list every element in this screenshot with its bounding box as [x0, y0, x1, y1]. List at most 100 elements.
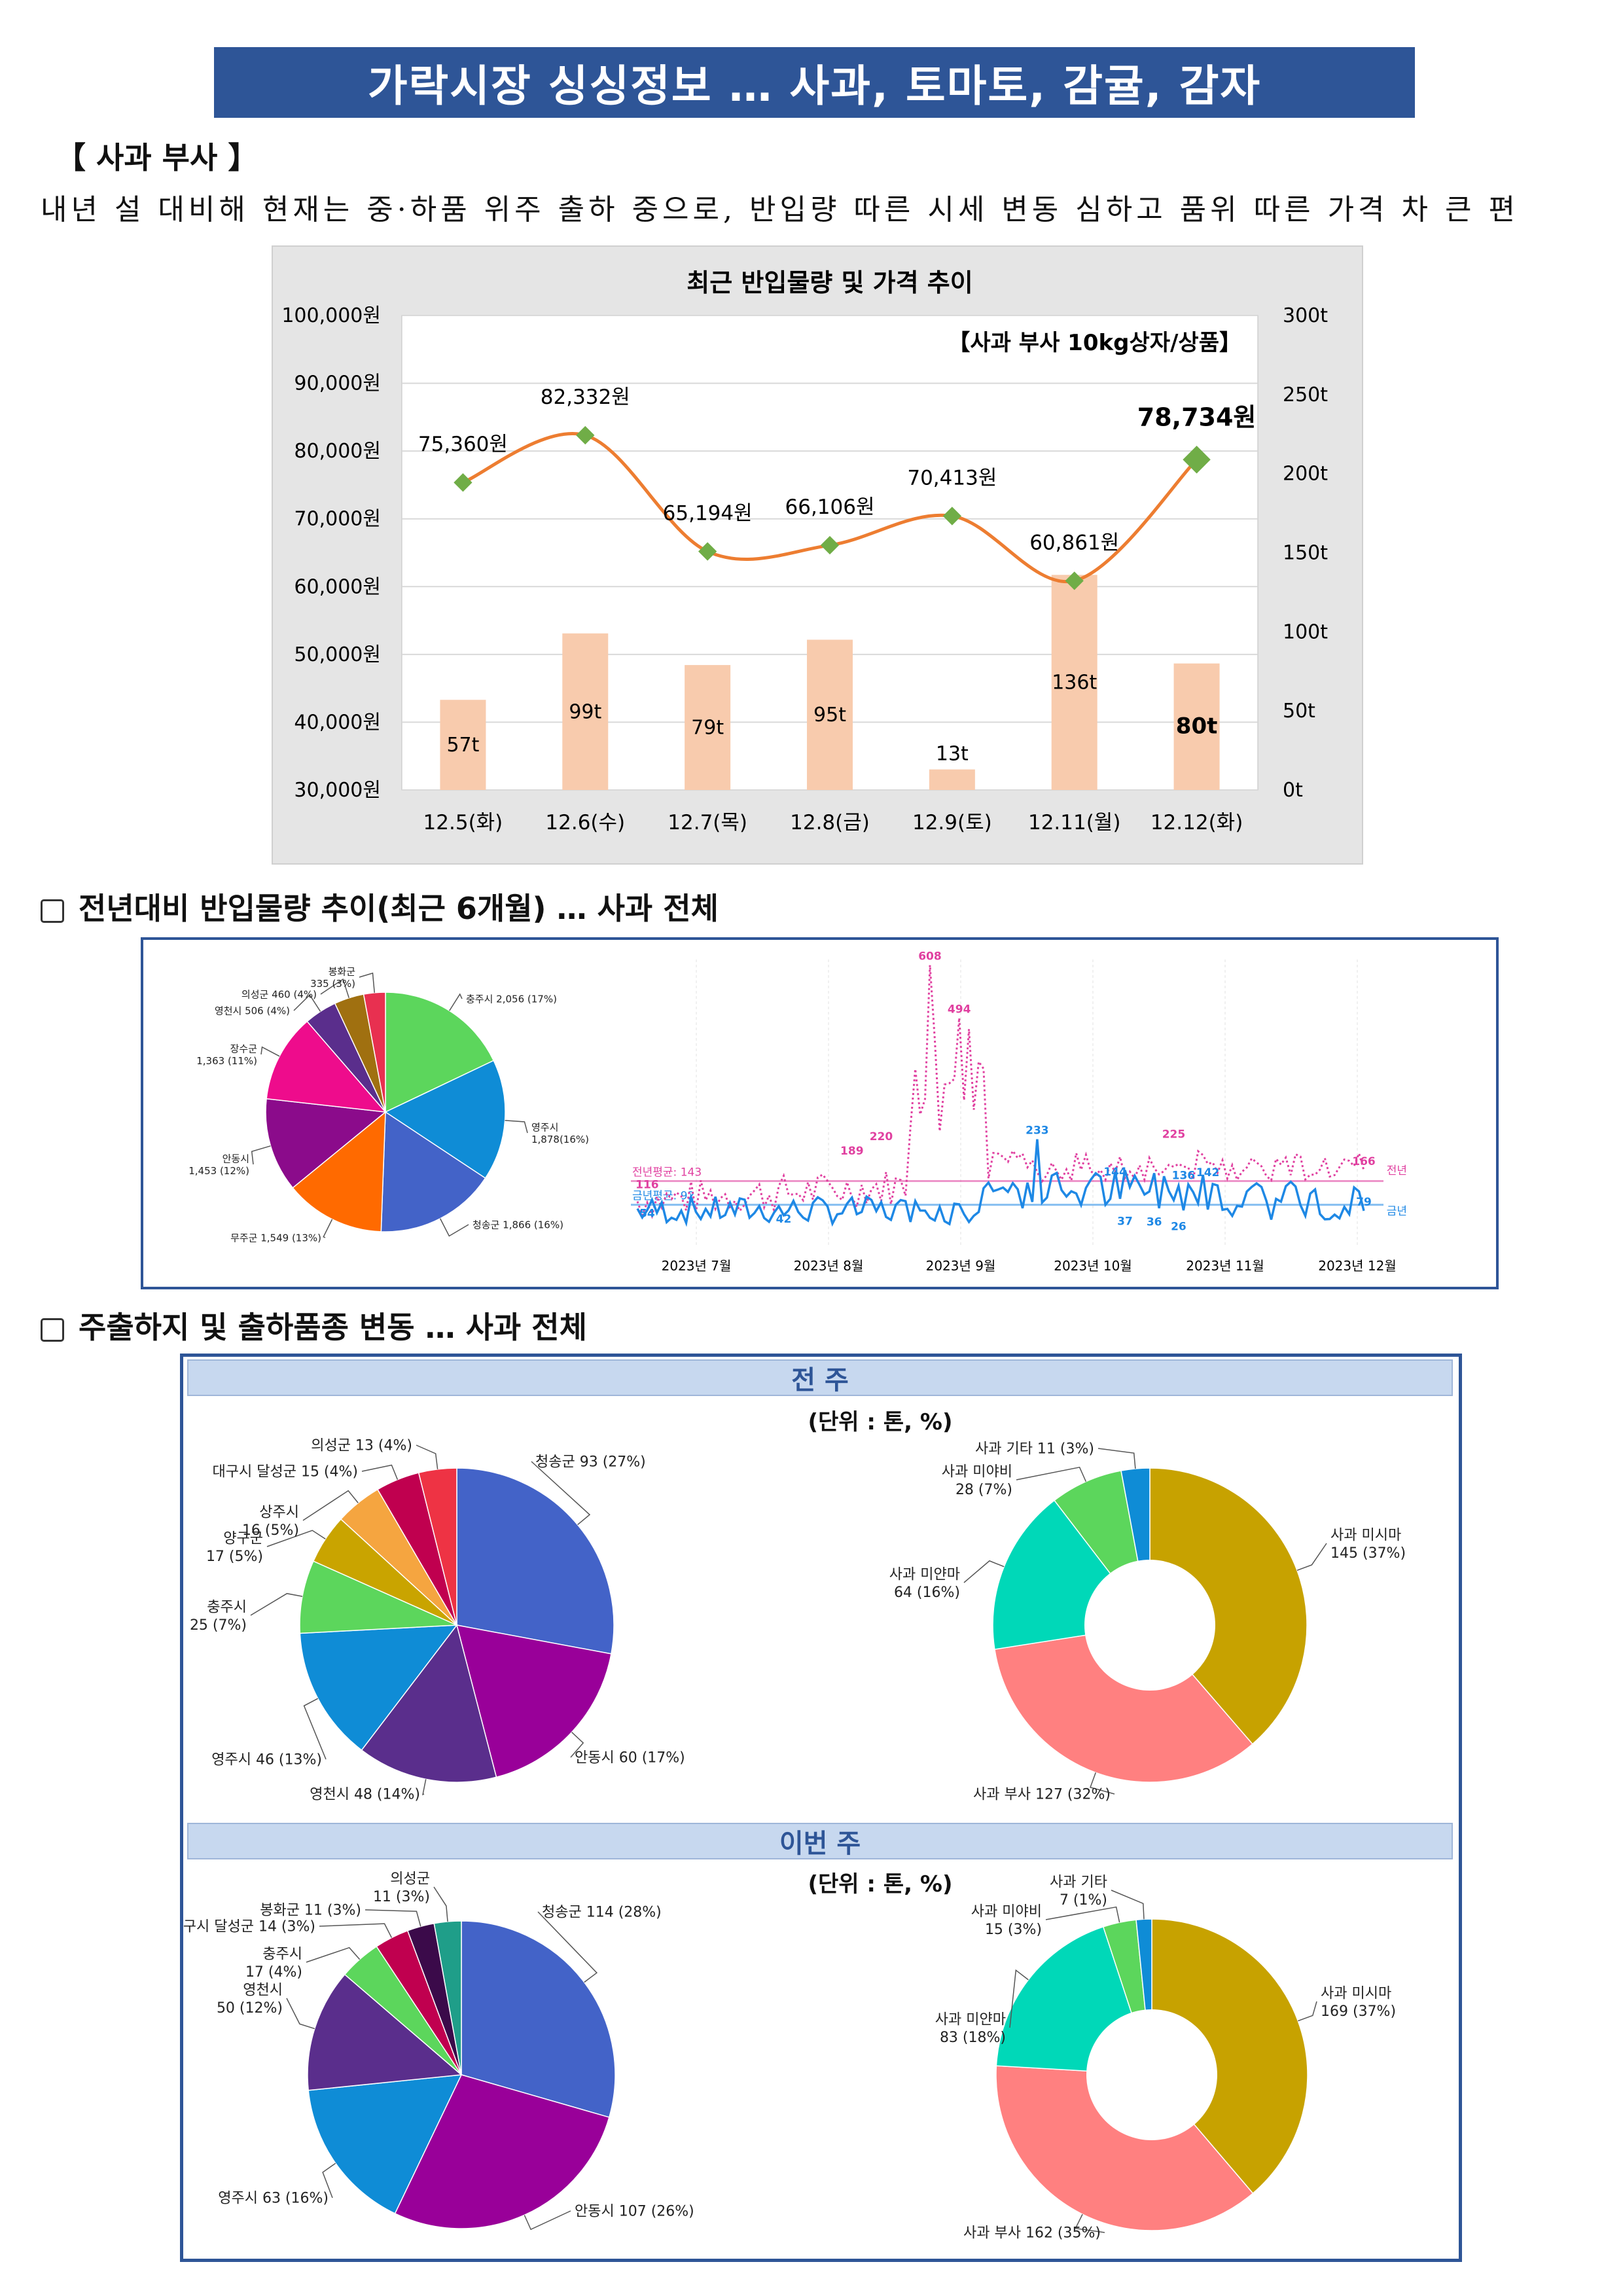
origin-prev-label: 충주시 25 (7%)	[190, 1600, 247, 1634]
series-name: 전년	[1387, 1164, 1407, 1177]
x-tick-label: 2023년 9월	[926, 1258, 996, 1274]
section3-heading: 주출하지 및 출하품종 변동 … 사과 전체	[41, 1304, 587, 1347]
y-left-tick: 30,000원	[294, 779, 381, 802]
origin-prev-leader	[302, 1490, 359, 1521]
y-left-tick: 90,000원	[294, 372, 381, 395]
checkbox-icon	[41, 1318, 64, 1342]
series-prev-line	[636, 965, 1365, 1219]
section3-title: 주출하지 및 출하품종 변동 … 사과 전체	[79, 1310, 587, 1345]
bar-label: 13t	[936, 742, 969, 765]
origin-this-slice	[307, 1973, 463, 2091]
x-tick-label: 12.5(화)	[423, 811, 503, 834]
origin-prev-slice	[299, 1624, 458, 1751]
section-label: 【 사과 부사 】	[56, 140, 259, 175]
variety-this-label: 사과 미얀마 83 (18%)	[935, 2012, 1006, 2047]
y-left-tick: 70,000원	[294, 508, 381, 531]
origin-this-label: 봉화군 11 (3%)	[260, 1903, 361, 1919]
line-annotation: 166	[1352, 1155, 1376, 1168]
line-annotation: 233	[1026, 1124, 1049, 1138]
origin-prev-slice	[455, 1624, 612, 1778]
origin-prev-slice	[299, 1560, 457, 1634]
line-annotation: 116	[635, 1179, 659, 1192]
unit-label-this: (단위 : 톤, %)	[808, 1871, 953, 1897]
variety-prev-label: 사과 기타 11 (3%)	[975, 1441, 1094, 1458]
y-right-tick: 300t	[1283, 304, 1328, 327]
origin6m-label: 영천시 506 (4%)	[215, 1005, 290, 1016]
line-annotation: 144	[1103, 1166, 1127, 1179]
line-annotation: 136	[1172, 1169, 1196, 1182]
line-annotation: 79	[1356, 1196, 1372, 1209]
origin-this-label: 영주시 63 (16%)	[218, 2191, 329, 2207]
origin-this-leader	[322, 2162, 336, 2198]
origin-prev-label: 대구시 달성군 15 (4%)	[213, 1464, 358, 1480]
y-left-tick: 50,000원	[294, 643, 381, 666]
price-label: 65,194원	[663, 501, 753, 525]
x-tick-label: 12.12(화)	[1150, 811, 1243, 834]
origin-this-label: 안동시 107 (26%)	[575, 2204, 694, 2220]
bar-label: 136t	[1052, 672, 1097, 694]
origin-prev-leader	[531, 1461, 591, 1526]
variety-this-slice	[995, 2065, 1254, 2231]
bar	[1173, 663, 1220, 790]
origin-this-leader	[286, 1998, 315, 2030]
variety-prev-label: 사과 미야비 28 (7%)	[942, 1464, 1012, 1499]
price-marker	[576, 425, 595, 445]
avg-label: 전년평균: 143	[632, 1166, 702, 1179]
x-tick-label: 12.8(금)	[790, 811, 870, 834]
variety-this-label: 사과 기타 7 (1%)	[1050, 1874, 1107, 1909]
origin6m-slice	[266, 1020, 387, 1113]
price-marker	[698, 542, 717, 561]
price-volume-chart: 최근 반입물량 및 가격 추이 【사과 부사 10kg상자/상품】 30,000원 4…	[281, 268, 1328, 834]
variety-this-leader	[1045, 1906, 1120, 1923]
origin-prev-label: 양구군 17 (5%)	[206, 1531, 263, 1566]
bar	[1051, 575, 1097, 790]
origin-prev-label: 의성군 13 (4%)	[311, 1438, 412, 1454]
variety-prev-hole	[1084, 1560, 1215, 1691]
origin6m-slice	[385, 992, 495, 1113]
origin6m-leader	[505, 1120, 528, 1134]
variety-prev-label: 사과 미얀마 64 (16%)	[889, 1567, 960, 1602]
variety-prev-slice	[1149, 1467, 1308, 1745]
y-right-tick: 200t	[1283, 463, 1328, 486]
line-annotation: 189	[840, 1145, 864, 1158]
origin6m-slice	[380, 1111, 486, 1232]
variety-this-leader	[1009, 1969, 1029, 2028]
bar	[440, 700, 486, 790]
origin6m-leader	[449, 993, 463, 1011]
origin-this-label: 충주시 17 (4%)	[245, 1946, 302, 1981]
origin6m-label: 영주시 1,878(16%)	[531, 1121, 589, 1145]
variety-prev-label: 사과 부사 127 (32%)	[973, 1787, 1111, 1803]
line-annotation: 225	[1162, 1128, 1186, 1141]
lead-text: 내년 설 대비해 현재는 중·하품 위주 출하 중으로, 반입량 따른 시세 변…	[41, 193, 1519, 226]
bar	[929, 769, 975, 790]
origin-prev-leader	[266, 1530, 326, 1547]
origin-prev-label: 청송군 93 (27%)	[535, 1454, 646, 1471]
origin-this-label: 영천시 50 (12%)	[217, 1982, 283, 2017]
y-left-tick: 60,000원	[294, 575, 381, 598]
origin-variety-panel: 전 주 (단위 : 톤, %) 이번 주 (단위 : 톤, %) 청송군 93 …	[180, 1354, 1462, 2262]
origin6m-label: 장수군 1,363 (11%)	[196, 1043, 257, 1067]
section2-title: 전년대비 반입물량 추이(최근 6개월) … 사과 전체	[79, 891, 719, 926]
price-volume-chart-panel: 최근 반입물량 및 가격 추이 【사과 부사 10kg상자/상품】 30,000원 4…	[272, 245, 1363, 865]
origin6m-leader	[320, 978, 349, 998]
yoy-volume-panel: 충주시 2,056 (17%) 영주시 1,878(16%) 청송군 1,866 (1…	[141, 937, 1499, 1289]
origin-prev-label: 상주시 16 (5%)	[242, 1505, 299, 1539]
yoy-volume-charts: 충주시 2,056 (17%) 영주시 1,878(16%) 청송군 1,866 (1…	[188, 950, 1407, 1274]
y-right-tick: 100t	[1283, 620, 1328, 643]
origin-prev-label: 영천시 48 (14%)	[310, 1787, 420, 1803]
series-cur-line	[636, 1139, 1365, 1227]
line-annotation: 608	[918, 950, 942, 963]
origin-prev-leader	[303, 1698, 327, 1760]
origin-prev-slice	[456, 1467, 615, 1655]
variety-prev-leader	[1097, 1448, 1136, 1469]
origin6m-slice	[363, 992, 386, 1113]
origin6m-leader	[439, 1218, 469, 1237]
origin-this-leader	[433, 1886, 448, 1922]
origin6m-label: 안동시 1,453 (12%)	[188, 1153, 249, 1177]
x-tick-label: 12.9(토)	[912, 811, 992, 834]
price-label: 78,734원	[1137, 403, 1257, 431]
origin-this-leader	[365, 1909, 421, 1927]
variety-prev-label: 사과 미시마 145 (37%)	[1330, 1528, 1406, 1562]
x-tick-label: 12.6(수)	[545, 811, 625, 834]
unit-label-prev: (단위 : 톤, %)	[808, 1409, 953, 1435]
